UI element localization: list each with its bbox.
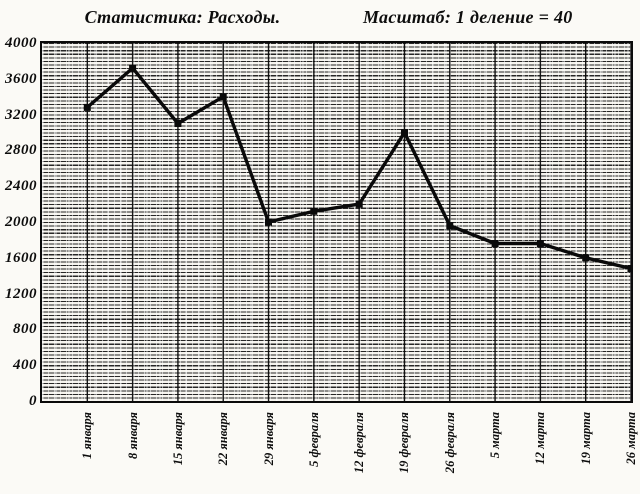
data-point-marker (582, 254, 590, 262)
data-point-marker (401, 129, 408, 136)
data-point-marker (219, 93, 227, 101)
x-category-label: 5 марта (488, 412, 503, 459)
data-point-marker (446, 222, 454, 230)
data-point-marker (174, 120, 182, 127)
plot-area (40, 41, 633, 403)
y-tick-label: 3200 (5, 106, 37, 123)
y-tick-label: 1600 (5, 249, 37, 266)
data-point-marker (310, 207, 318, 215)
y-tick-label: 2800 (5, 142, 37, 159)
y-tick-label: 400 (13, 357, 37, 374)
data-point-marker (355, 200, 363, 208)
x-category-label: 29 января (261, 412, 276, 466)
y-tick-label: 3600 (5, 70, 37, 87)
x-category-label: 15 января (170, 412, 185, 466)
data-point-marker (129, 64, 137, 72)
y-tick-label: 1200 (5, 285, 37, 302)
x-category-label: 26 февраля (442, 412, 457, 474)
x-category-label: 22 января (216, 412, 231, 466)
y-tick-label: 2400 (5, 178, 37, 195)
y-tick-label: 800 (13, 321, 37, 338)
x-category-label: 12 марта (533, 412, 548, 465)
x-category-label: 5 февраля (306, 412, 321, 467)
chart-scale-label: Масштаб: 1 деление = 40 (363, 7, 573, 27)
data-point-marker (536, 240, 544, 247)
y-tick-label: 4000 (5, 35, 37, 51)
y-tick-label: 2000 (5, 214, 37, 230)
expenses-line-chart (83, 43, 631, 401)
x-category-label: 1 января (80, 412, 95, 460)
x-category-label: 12 февраля (352, 412, 367, 474)
chart-title: Статистика: Расходы. (84, 7, 281, 27)
y-tick-label: 0 (29, 393, 37, 409)
x-category-label: 26 марта (624, 412, 638, 465)
data-point-marker (491, 240, 499, 247)
x-category-label: 19 марта (578, 412, 593, 465)
x-category-label: 8 января (125, 412, 140, 460)
data-point-marker (265, 218, 272, 226)
x-category-label: 19 февраля (397, 412, 412, 474)
data-point-marker (627, 265, 631, 272)
data-point-marker (83, 103, 91, 111)
